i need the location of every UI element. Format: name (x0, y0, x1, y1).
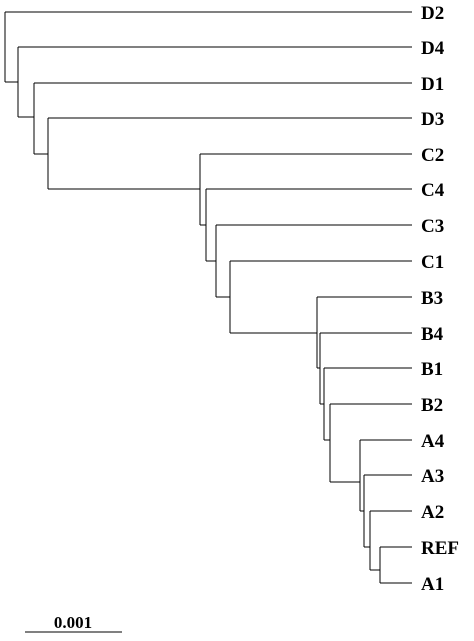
leaf-label-c2: C2 (421, 145, 444, 166)
tree-branches (4, 11, 412, 584)
leaf-label-b3: B3 (421, 288, 443, 309)
leaf-label-a3: A3 (421, 466, 444, 487)
leaf-label-a4: A4 (421, 431, 445, 452)
leaf-label-b4: B4 (421, 324, 444, 345)
leaf-label-a2: A2 (421, 502, 444, 523)
leaf-label-d3: D3 (421, 109, 444, 130)
leaf-label-d2: D2 (421, 3, 444, 24)
leaf-label-ref: REF (421, 538, 459, 559)
leaf-label-d1: D1 (421, 74, 444, 95)
leaf-label-d4: D4 (421, 38, 445, 59)
leaf-label-b1: B1 (421, 359, 443, 380)
leaf-label-c1: C1 (421, 252, 444, 273)
leaf-label-a1: A1 (421, 574, 444, 595)
leaf-label-b2: B2 (421, 395, 443, 416)
scale-bar-label: 0.001 (54, 613, 92, 632)
leaf-label-c4: C4 (421, 180, 445, 201)
leaf-label-c3: C3 (421, 216, 444, 237)
